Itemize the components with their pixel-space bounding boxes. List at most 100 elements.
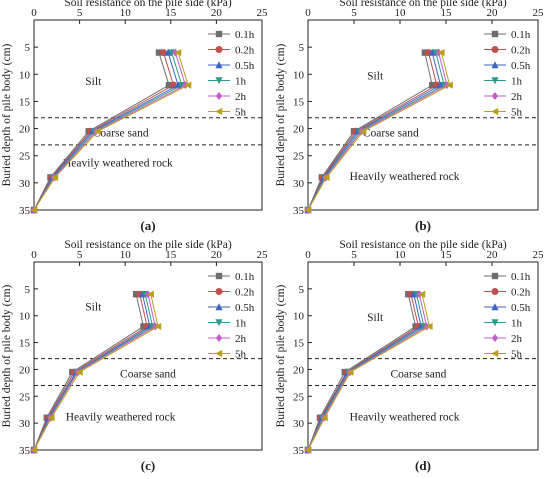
- data-point-5h: [359, 127, 367, 135]
- data-point-5h: [320, 414, 328, 422]
- legend-entry: 0.1h: [235, 271, 255, 283]
- legend-entry: 0.5h: [235, 60, 255, 72]
- y-tick-label: 15: [293, 96, 305, 108]
- legend-marker: [491, 319, 499, 327]
- x-tick-label: 25: [257, 7, 269, 19]
- legend-marker: [215, 303, 223, 311]
- data-point-5h: [174, 48, 182, 57]
- y-tick-label: 10: [293, 311, 305, 323]
- layer-label: Silt: [367, 71, 384, 83]
- layer-label: Coarse sand: [93, 128, 149, 140]
- x-tick-label: 20: [211, 249, 223, 261]
- legend-entry: 0.1h: [235, 29, 255, 41]
- legend-marker: [491, 349, 499, 358]
- y-tick-label: 10: [293, 69, 305, 81]
- data-point-0.1h: [429, 81, 436, 89]
- legend-entry: 1h: [511, 318, 523, 330]
- y-axis-title: Buried depth of pile body (cm): [1, 284, 13, 427]
- legend-entry: 0.2h: [511, 45, 531, 57]
- y-tick-label: 5: [299, 42, 305, 54]
- legend-entry: 0.5h: [511, 60, 531, 72]
- legend-marker: [215, 61, 223, 69]
- legend-marker: [491, 272, 499, 280]
- legend-marker: [491, 288, 499, 295]
- data-point-0.5h: [428, 48, 436, 56]
- legend-entry: 1h: [511, 76, 523, 88]
- legend-marker: [215, 46, 223, 53]
- plot-frame: [307, 261, 539, 451]
- legend-marker: [215, 107, 223, 116]
- x-tick-label: 5: [351, 249, 357, 261]
- legend-marker: [215, 288, 223, 295]
- plot-frame: [33, 19, 263, 211]
- chart-panel-1: 0 5 10 15 20 25 5 10 15 20 25 30 35 Soil resistance o…: [1, 0, 268, 233]
- data-point-5h: [304, 446, 312, 454]
- y-tick-label: 15: [293, 338, 305, 350]
- y-tick-label: 30: [19, 418, 31, 430]
- x-tick-label: 0: [31, 7, 37, 19]
- x-axis-title: Soil resistance on the pile side (kPa): [339, 239, 507, 251]
- x-tick-label: 0: [31, 249, 37, 261]
- x-tick-label: 5: [77, 7, 83, 19]
- y-tick-label: 5: [299, 284, 305, 296]
- data-point-0.1h: [155, 49, 163, 56]
- y-tick-label: 25: [19, 151, 31, 163]
- y-tick-label: 25: [19, 391, 31, 403]
- y-axis-title: Buried depth of pile body (cm): [275, 284, 287, 427]
- x-tick-label: 10: [395, 249, 407, 261]
- y-axis-title: Buried depth of pile body (cm): [1, 43, 13, 186]
- y-tick-label: 25: [293, 391, 305, 403]
- x-tick-label: 20: [211, 7, 223, 19]
- y-tick-label: 30: [293, 178, 305, 190]
- panel-label: (a): [140, 218, 155, 233]
- data-point-5h: [146, 290, 154, 298]
- legend-marker: [215, 272, 223, 280]
- y-tick-label: 15: [19, 338, 31, 350]
- legend-marker: [491, 46, 499, 53]
- x-tick-label: 25: [533, 249, 545, 261]
- x-tick-label: 15: [165, 249, 177, 261]
- data-point-5h: [30, 206, 38, 214]
- y-tick-label: 10: [19, 311, 31, 323]
- y-tick-label: 5: [25, 42, 31, 54]
- data-point-5h: [51, 173, 59, 182]
- y-tick-label: 30: [19, 178, 31, 190]
- legend-entry: 1h: [235, 76, 247, 88]
- legend-entry: 1h: [235, 318, 247, 330]
- chart-panel-3: 0 5 10 15 20 25 5 10 15 20 25 30 35 Soil resistance o…: [1, 239, 268, 473]
- layer-label: Coarse sand: [363, 128, 419, 140]
- data-point-5h: [304, 206, 312, 214]
- legend-marker: [491, 303, 499, 311]
- panel-label: (b): [415, 218, 431, 233]
- legend-entry: 0.2h: [511, 287, 531, 299]
- y-tick-label: 20: [293, 124, 305, 136]
- data-point-0.1h: [132, 291, 140, 298]
- layer-label: Heavily weathered rock: [350, 171, 460, 183]
- layer-label: Coarse sand: [390, 368, 446, 380]
- legend-entry: 0.1h: [511, 271, 531, 283]
- x-tick-label: 15: [441, 249, 453, 261]
- legend-marker: [491, 92, 499, 100]
- y-tick-label: 20: [19, 124, 31, 136]
- x-tick-label: 10: [395, 7, 407, 19]
- plot-frame: [33, 261, 263, 451]
- data-point-5h: [47, 414, 55, 422]
- data-point-5h: [75, 368, 83, 376]
- legend-entry: 2h: [511, 333, 523, 345]
- data-point-0.1h: [165, 81, 173, 89]
- legend-marker: [215, 30, 223, 38]
- x-axis-title: Soil resistance on the pile side (kPa): [64, 239, 232, 251]
- data-point-5h: [346, 368, 354, 376]
- legend-marker: [215, 319, 223, 327]
- data-point-0.5h: [164, 48, 172, 56]
- legend-entry: 2h: [235, 91, 247, 103]
- x-tick-label: 20: [487, 249, 499, 261]
- legend-marker: [215, 349, 223, 358]
- layer-label: Heavily weathered rock: [350, 411, 460, 423]
- x-tick-label: 15: [165, 7, 177, 19]
- legend-entry: 2h: [235, 333, 247, 345]
- x-tick-label: 25: [257, 249, 269, 261]
- legend-entry: 5h: [235, 107, 247, 119]
- legend-entry: 0.1h: [511, 29, 531, 41]
